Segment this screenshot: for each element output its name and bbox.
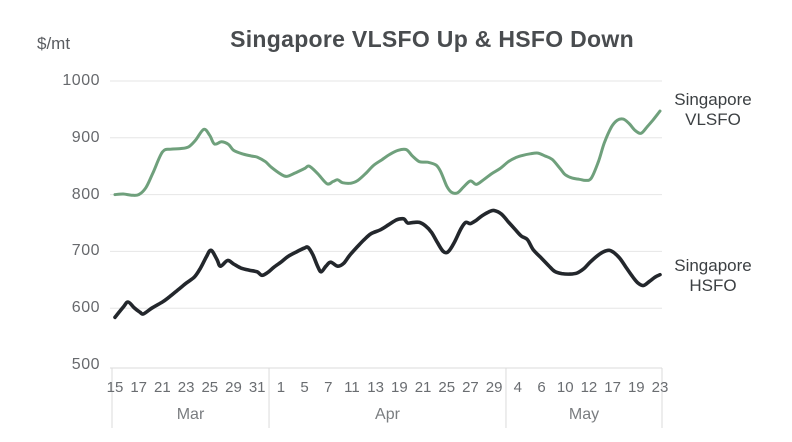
x-tick-label: 21 [154, 379, 171, 396]
x-tick-label: 21 [414, 379, 432, 396]
x-tick-label: 17 [130, 379, 148, 396]
series-line-vlsfo [113, 109, 662, 197]
chart-title: Singapore VLSFO Up & HSFO Down [230, 26, 634, 52]
x-tick-label: 23 [177, 379, 195, 396]
y-tick-label: 700 [71, 242, 100, 260]
y-tick-label: 600 [71, 299, 100, 317]
month-label: Mar [176, 406, 205, 423]
x-tick-label: 11 [344, 379, 360, 396]
x-tick-label: 19 [391, 379, 408, 396]
month-label: Apr [375, 406, 400, 423]
x-tick-label: 1 [276, 379, 286, 396]
x-tick-label: 25 [201, 379, 219, 396]
legend-label-vlsfo: Singapore VLSFO [674, 90, 752, 129]
y-tick-label: 1000 [62, 72, 100, 89]
x-tick-label: 4 [513, 379, 522, 396]
x-tick-label: 27 [462, 379, 479, 396]
x-tick-label: 23 [651, 379, 669, 396]
x-tick-label: 10 [556, 379, 574, 396]
y-tick-label: 900 [71, 128, 100, 146]
y-tick-label: 500 [71, 356, 100, 373]
x-tick-label: 15 [106, 379, 124, 396]
x-tick-label: 29 [225, 379, 242, 396]
x-tick-label: 17 [604, 379, 621, 396]
x-tick-label: 7 [324, 379, 333, 396]
x-tick-label: 25 [438, 379, 456, 396]
x-tick-label: 31 [248, 379, 266, 396]
legend-label-hsfo: Singapore HSFO [674, 256, 752, 295]
x-tick-label: 6 [537, 379, 546, 396]
x-tick-label: 13 [367, 379, 384, 396]
y-tick-label: 800 [71, 185, 100, 203]
y-axis-unit-label: $/mt [37, 34, 71, 53]
x-tick-label: 12 [580, 379, 598, 396]
x-tick-label: 29 [485, 379, 503, 396]
x-tick-label: 19 [627, 379, 645, 396]
month-label: May [568, 406, 600, 423]
series-line-hsfo [113, 208, 662, 320]
x-tick-label: 5 [300, 379, 309, 396]
